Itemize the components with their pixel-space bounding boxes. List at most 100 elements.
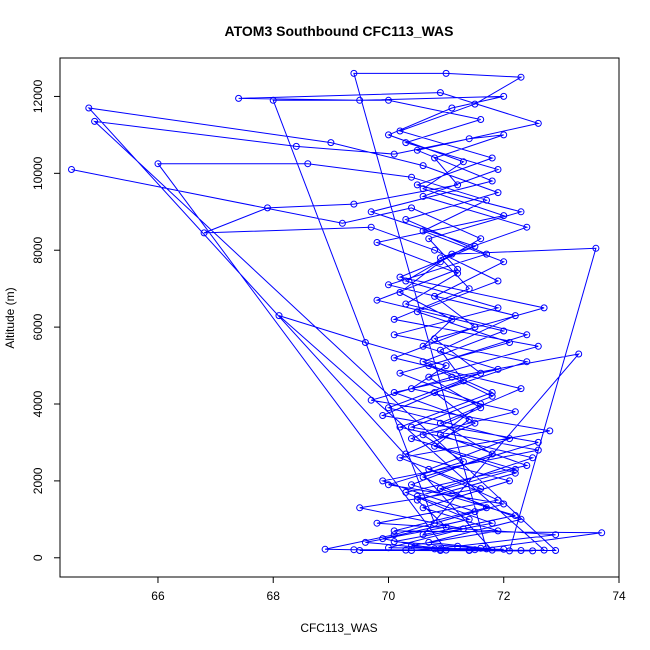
data-point bbox=[494, 527, 502, 535]
data-point bbox=[477, 116, 485, 123]
data-point bbox=[154, 160, 162, 168]
data-point bbox=[442, 523, 450, 531]
x-tick-label: 66 bbox=[151, 589, 165, 603]
data-point bbox=[436, 547, 444, 554]
data-point bbox=[408, 481, 415, 489]
data-point bbox=[338, 219, 346, 227]
data-point bbox=[471, 100, 479, 108]
data-point bbox=[356, 96, 364, 104]
data-point bbox=[390, 354, 398, 362]
data-point bbox=[529, 454, 537, 462]
data-point bbox=[483, 196, 490, 204]
data-point bbox=[500, 258, 508, 266]
data-point bbox=[459, 525, 467, 533]
data-point bbox=[517, 385, 525, 393]
data-point bbox=[465, 415, 473, 423]
data-point bbox=[575, 350, 583, 358]
data-point bbox=[477, 544, 485, 552]
data-point bbox=[511, 469, 519, 477]
data-point bbox=[390, 538, 398, 546]
data-point bbox=[408, 173, 415, 181]
data-point bbox=[523, 358, 531, 366]
data-point bbox=[454, 181, 462, 189]
data-point bbox=[68, 166, 75, 173]
data-point bbox=[511, 465, 519, 473]
data-point bbox=[390, 315, 398, 323]
data-point bbox=[442, 69, 450, 77]
data-point bbox=[540, 546, 548, 554]
data-point bbox=[425, 373, 433, 381]
plot-area bbox=[68, 69, 606, 555]
data-point bbox=[529, 547, 537, 555]
data-point bbox=[488, 177, 496, 185]
data-point bbox=[264, 204, 271, 212]
data-point bbox=[402, 450, 410, 458]
data-point bbox=[483, 504, 490, 512]
data-point bbox=[552, 547, 560, 554]
data-point bbox=[431, 246, 439, 254]
data-point bbox=[436, 485, 444, 493]
data-point bbox=[477, 404, 485, 412]
data-point bbox=[413, 308, 421, 316]
data-point bbox=[592, 244, 600, 252]
data-point bbox=[431, 154, 439, 162]
data-point bbox=[425, 465, 433, 473]
data-point bbox=[85, 104, 93, 112]
data-point bbox=[483, 250, 490, 258]
data-point bbox=[517, 208, 525, 216]
data-point bbox=[367, 396, 375, 404]
y-axis: 0 2000 4000 6000 8000 10000 12000 bbox=[31, 79, 60, 561]
data-point bbox=[419, 162, 427, 170]
x-tick-label: 68 bbox=[267, 589, 281, 603]
data-point bbox=[465, 547, 473, 554]
data-point bbox=[425, 235, 433, 243]
data-point bbox=[506, 477, 513, 485]
data-point bbox=[494, 496, 502, 504]
x-tick-label: 70 bbox=[382, 589, 396, 603]
y-axis-label: Altitude (m) bbox=[3, 287, 17, 348]
data-point bbox=[385, 404, 392, 412]
data-point bbox=[361, 538, 369, 546]
data-point bbox=[413, 496, 421, 504]
data-point bbox=[385, 131, 392, 139]
data-point bbox=[436, 431, 444, 439]
data-point bbox=[517, 547, 525, 554]
data-point bbox=[402, 546, 410, 554]
data-point bbox=[471, 419, 479, 427]
data-point bbox=[598, 529, 606, 537]
data-point bbox=[419, 473, 427, 481]
data-point bbox=[408, 204, 415, 212]
data-point bbox=[396, 127, 404, 135]
data-point bbox=[396, 369, 404, 377]
data-point bbox=[385, 481, 392, 489]
data-point bbox=[488, 392, 496, 400]
data-point bbox=[431, 292, 439, 300]
data-point bbox=[494, 304, 502, 312]
data-point bbox=[500, 131, 508, 139]
data-point bbox=[534, 446, 542, 454]
data-point bbox=[390, 150, 398, 158]
data-point bbox=[385, 281, 392, 289]
data-point bbox=[488, 154, 496, 162]
x-axis-label: CFC113_WAS bbox=[300, 621, 377, 635]
series-line bbox=[71, 72, 602, 552]
data-point bbox=[402, 139, 410, 147]
data-point bbox=[396, 454, 404, 462]
data-point bbox=[500, 327, 508, 335]
data-point bbox=[511, 408, 519, 416]
data-point bbox=[471, 242, 479, 250]
data-point bbox=[385, 544, 392, 552]
data-point bbox=[327, 139, 335, 147]
data-point bbox=[448, 373, 456, 381]
data-point bbox=[408, 435, 415, 443]
data-point bbox=[408, 542, 415, 549]
data-point bbox=[431, 389, 439, 396]
data-point bbox=[546, 427, 554, 435]
data-point bbox=[321, 545, 329, 553]
data-point bbox=[408, 423, 415, 431]
data-point bbox=[361, 339, 369, 346]
data-point bbox=[408, 385, 415, 393]
y-tick-label: 8000 bbox=[31, 237, 45, 264]
data-point bbox=[431, 519, 439, 527]
